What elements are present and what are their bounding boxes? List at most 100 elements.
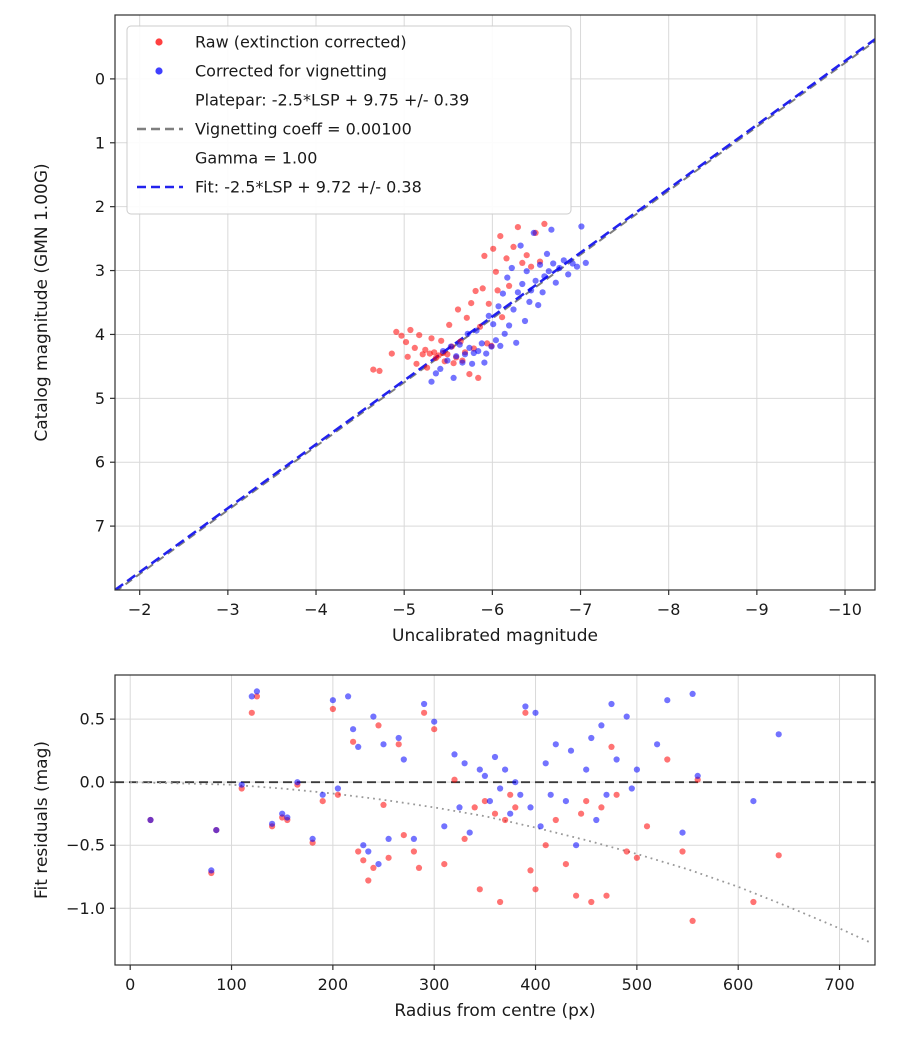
scatter-point xyxy=(499,314,506,321)
scatter-point xyxy=(578,810,585,817)
scatter-point xyxy=(491,810,499,817)
scatter-point xyxy=(355,848,362,855)
scatter-point xyxy=(424,364,431,371)
scatter-point xyxy=(441,861,448,868)
scatter-point xyxy=(479,285,486,292)
scatter-point xyxy=(365,848,372,855)
legend-label: Fit: -2.5*LSP + 9.72 +/- 0.38 xyxy=(195,178,422,197)
scatter-point xyxy=(583,798,590,805)
scatter-point xyxy=(490,321,497,328)
y-tick-label: −0.5 xyxy=(66,836,105,855)
series-corrected xyxy=(428,223,589,385)
scatter-point xyxy=(375,722,382,729)
legend-label: Raw (extinction corrected) xyxy=(195,33,407,52)
scatter-point xyxy=(633,854,641,861)
scatter-point xyxy=(450,374,457,381)
x-tick-label: 100 xyxy=(216,975,247,994)
scatter-point xyxy=(488,343,495,350)
legend-box xyxy=(126,25,572,215)
scatter-point xyxy=(411,344,418,351)
scatter-point xyxy=(375,861,382,868)
scatter-point xyxy=(503,255,510,262)
y-tick-label: 3 xyxy=(95,261,105,280)
scatter-point xyxy=(393,328,400,335)
x-tick-label: 200 xyxy=(318,975,349,994)
scatter-point xyxy=(523,268,530,275)
scatter-point xyxy=(526,298,533,305)
scatter-point xyxy=(775,852,782,859)
scatter-point xyxy=(319,798,326,805)
scatter-point xyxy=(410,848,417,855)
scatter-point xyxy=(547,791,554,798)
tick-labels: −2 −3 −4 −5 −6 −7 −8 −9 −10 0 1 2 3 4 5 6 7 xyxy=(95,69,862,619)
scatter-point xyxy=(380,741,387,748)
vignetting-model-curve xyxy=(130,781,871,944)
scatter-point xyxy=(454,306,462,313)
x-tick-label: −8 xyxy=(657,600,681,619)
x-tick-label: −9 xyxy=(745,600,769,619)
scatter-point xyxy=(402,339,410,346)
scatter-point xyxy=(512,804,519,811)
scatter-point xyxy=(541,220,548,227)
scatter-point xyxy=(345,693,352,700)
scatter-point xyxy=(238,781,245,788)
scatter-point xyxy=(514,289,522,296)
scatter-point xyxy=(628,785,635,792)
scatter-point xyxy=(360,842,367,849)
scatter-point xyxy=(451,776,458,783)
legend-marker xyxy=(155,38,163,46)
x-tick-label: 300 xyxy=(419,975,450,994)
scatter-point xyxy=(370,864,377,872)
scatter-point xyxy=(497,233,504,240)
scatter-point xyxy=(608,700,615,708)
scatter-point xyxy=(385,854,392,861)
scatter-point xyxy=(404,353,411,360)
x-tick-label: 400 xyxy=(520,975,551,994)
scatter-point xyxy=(253,693,260,700)
scatter-point xyxy=(517,242,524,249)
scatter-point xyxy=(643,823,651,830)
x-tick-label: 500 xyxy=(622,975,653,994)
scatter-point xyxy=(664,756,671,763)
scatter-point xyxy=(578,223,585,230)
scatter-point xyxy=(385,835,392,843)
axes-frame xyxy=(114,14,876,591)
scatter-point xyxy=(478,340,485,347)
scatter-point xyxy=(453,353,460,360)
scatter-point xyxy=(532,886,539,893)
scatter-point xyxy=(451,751,458,758)
scatter-point xyxy=(334,791,341,798)
scatter-point xyxy=(497,785,504,792)
series-corrected-residuals xyxy=(147,688,782,874)
scatter-point xyxy=(527,804,534,811)
y-tick-label: 2 xyxy=(95,197,105,216)
scatter-point xyxy=(542,842,549,849)
scatter-point xyxy=(552,279,559,286)
scatter-point xyxy=(535,302,542,309)
scatter-point xyxy=(527,867,534,874)
scatter-point xyxy=(485,300,492,307)
scatter-point xyxy=(679,829,686,836)
scatter-point xyxy=(583,766,590,773)
x-tick-label: 0 xyxy=(125,975,135,994)
x-tick-label: −7 xyxy=(569,600,593,619)
y-axis-label: Fit residuals (mag) xyxy=(32,741,52,899)
scatter-point xyxy=(370,713,377,720)
tick-labels: 0 100 200 300 400 500 600 700 0.5 0.0 −0.5 −1.0 xyxy=(66,710,855,994)
scatter-point xyxy=(248,709,255,716)
scatter-point xyxy=(512,779,519,786)
fit-line xyxy=(115,38,875,590)
scatter-point xyxy=(491,753,499,761)
scatter-point xyxy=(598,722,605,729)
scatter-point xyxy=(428,335,435,342)
chart-fit-residuals: 0 100 200 300 400 500 600 700 0.5 0.0 −0.5 −1.0 Radi… xyxy=(32,674,876,1021)
scatter-point xyxy=(398,332,405,339)
scatter-point xyxy=(499,290,506,297)
x-tick-label: −3 xyxy=(216,600,240,619)
scatter-point xyxy=(573,892,580,899)
scatter-point xyxy=(360,857,367,864)
scatter-point xyxy=(623,848,630,855)
scatter-point xyxy=(481,798,488,805)
scatter-point xyxy=(463,314,470,321)
scatter-point xyxy=(456,341,463,348)
